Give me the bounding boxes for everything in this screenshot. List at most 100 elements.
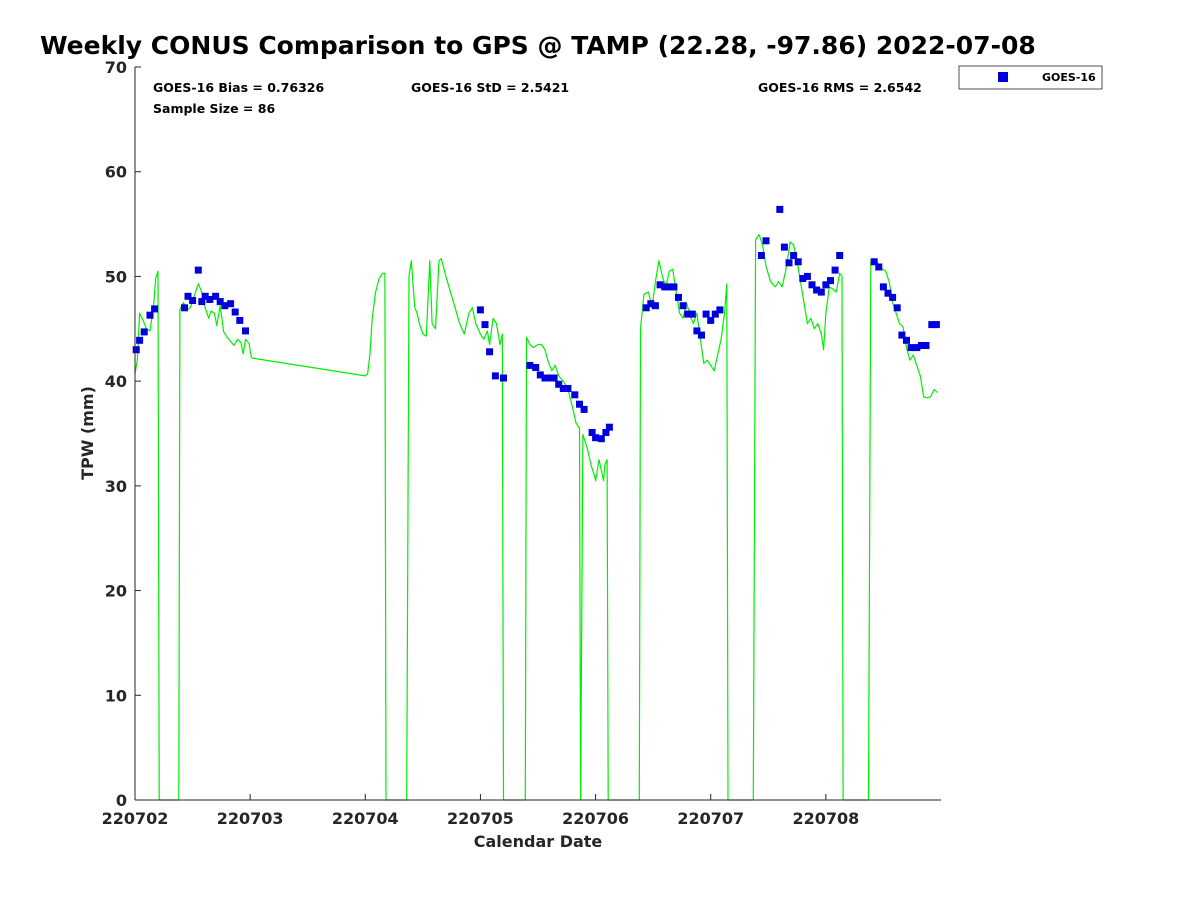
- goes16-point: [221, 302, 229, 310]
- goes16-point: [711, 310, 719, 318]
- y-axis-label: TPW (mm): [78, 386, 97, 480]
- legend: GOES-16: [958, 65, 1103, 90]
- goes16-point: [831, 266, 839, 274]
- goes16-point: [716, 306, 724, 314]
- goes16-point: [879, 283, 887, 291]
- std-stat: GOES-16 StD = 2.5421: [411, 80, 569, 95]
- x-tick-label: 220702: [102, 809, 169, 828]
- goes16-point: [679, 302, 687, 310]
- y-tick-label: 50: [105, 267, 127, 286]
- goes16-point: [661, 283, 669, 291]
- y-tick-label: 0: [116, 791, 127, 810]
- goes16-point: [550, 374, 558, 382]
- x-tick-label: 220704: [332, 809, 399, 828]
- y-tick-label: 60: [105, 163, 127, 182]
- goes16-point: [481, 321, 489, 329]
- goes16-point: [500, 374, 507, 382]
- goes16-point: [236, 316, 244, 324]
- goes16-point: [656, 281, 664, 289]
- goes16-point: [780, 243, 788, 251]
- goes16-point: [907, 344, 915, 352]
- bias-stat: GOES-16 Bias = 0.76326: [153, 80, 324, 95]
- x-tick-label: 220705: [447, 809, 514, 828]
- y-tick-label: 10: [105, 686, 127, 705]
- goes16-point: [817, 288, 825, 296]
- goes16-point: [559, 385, 567, 392]
- goes16-point: [564, 385, 572, 392]
- goes16-point: [799, 275, 807, 282]
- goes16-point: [675, 293, 682, 301]
- rms-stat: GOES-16 RMS = 2.6542: [758, 80, 922, 95]
- goes16-point: [762, 237, 770, 245]
- goes16-point: [605, 423, 613, 431]
- goes16-point: [486, 348, 494, 356]
- legend-marker-goes16: [998, 72, 1008, 82]
- goes16-point: [651, 302, 659, 310]
- goes16-point: [776, 205, 784, 213]
- goes16-point: [555, 380, 563, 388]
- goes16-point: [893, 304, 901, 312]
- x-axis-label: Calendar Date: [474, 832, 603, 851]
- goes16-point: [785, 259, 793, 267]
- sample-size-stat: Sample Size = 86: [153, 101, 275, 116]
- goes16-point: [491, 372, 499, 380]
- goes16-point: [822, 281, 830, 289]
- goes16-point: [597, 435, 605, 443]
- y-tick-label: 20: [105, 582, 127, 601]
- goes16-point: [146, 311, 154, 319]
- goes16-point: [794, 258, 802, 266]
- goes16-point: [928, 321, 936, 329]
- y-tick-label: 70: [105, 58, 127, 77]
- goes16-point: [592, 434, 600, 442]
- goes16-point: [922, 342, 930, 349]
- legend-label-goes16: GOES-16: [1042, 71, 1096, 84]
- goes16-point: [536, 371, 544, 379]
- goes16-point: [884, 289, 892, 297]
- goes16-point: [580, 405, 588, 413]
- goes16-point: [790, 252, 798, 259]
- goes16-point: [808, 281, 816, 289]
- goes16-point: [189, 297, 197, 304]
- goes-series-layer: [132, 205, 940, 443]
- goes16-point: [588, 429, 596, 436]
- x-tick-label: 220706: [562, 809, 629, 828]
- goes16-point: [757, 252, 765, 259]
- goes16-point: [132, 346, 140, 354]
- goes16-point: [242, 327, 249, 335]
- x-axis-ticks: 220702 220703 220704 220705 220706 220707 2207…: [102, 794, 859, 828]
- x-tick-label: 220707: [677, 809, 744, 828]
- y-tick-label: 30: [105, 477, 127, 496]
- goes16-point: [194, 266, 202, 274]
- goes16-point: [693, 327, 701, 335]
- x-tick-label: 220708: [792, 809, 859, 828]
- goes16-point: [546, 374, 553, 382]
- goes16-point: [813, 286, 821, 294]
- gps-series-layer: [134, 233, 938, 801]
- goes16-point: [602, 429, 610, 436]
- goes16-point: [227, 300, 235, 308]
- goes16-point: [684, 310, 692, 318]
- goes16-point: [212, 292, 220, 300]
- x-tick-label: 220703: [217, 809, 284, 828]
- goes16-point: [184, 292, 192, 300]
- goes16-point: [827, 277, 834, 285]
- gps-series-line: [134, 233, 938, 801]
- goes16-point: [698, 331, 705, 339]
- plot-area: 0 10 20 30 40 50 60 70 220702 220703 220704 220705…: [102, 58, 941, 828]
- goes16-point: [140, 328, 148, 336]
- goes16-point: [898, 331, 906, 339]
- goes16-point: [136, 336, 144, 344]
- goes16-point: [571, 391, 579, 399]
- goes16-point: [913, 344, 921, 352]
- goes16-point: [875, 263, 883, 271]
- goes16-point: [707, 316, 715, 324]
- goes16-point: [702, 310, 710, 318]
- goes16-point: [541, 374, 549, 382]
- goes16-point: [647, 300, 655, 308]
- goes16-point: [642, 304, 650, 312]
- goes16-point: [206, 296, 214, 303]
- goes16-point: [688, 310, 696, 318]
- goes16-point: [836, 252, 844, 259]
- goes16-point: [526, 361, 534, 369]
